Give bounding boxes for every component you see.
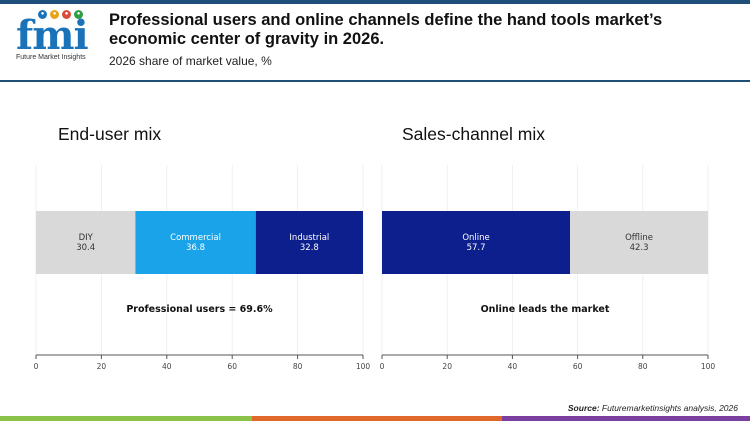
top-accent-bar bbox=[0, 0, 750, 4]
bar-segment-diy bbox=[36, 211, 136, 274]
x-tick-label: 40 bbox=[162, 362, 172, 371]
source-note: Source: Futuremarketinsights analysis, 2… bbox=[568, 403, 738, 413]
x-tick-label: 60 bbox=[227, 362, 237, 371]
bar-segment-commercial bbox=[135, 211, 256, 274]
end-user-chart-title: End-user mix bbox=[58, 124, 162, 144]
logo-dot-icon: ● bbox=[38, 10, 47, 19]
segment-label-online: Online bbox=[462, 233, 489, 243]
bar-segment-online bbox=[382, 211, 571, 274]
logo-subtitle: Future Market Insights bbox=[16, 54, 86, 61]
page-title: Professional users and online channels d… bbox=[109, 11, 663, 48]
segment-label-offline: Offline bbox=[625, 233, 653, 243]
segment-value-online: 57.7 bbox=[467, 243, 486, 253]
footer-bar-green bbox=[0, 416, 252, 421]
footer-bar-purple bbox=[502, 416, 750, 421]
segment-label-commercial: Commercial bbox=[170, 233, 221, 243]
fmi-logo: ● ● ● ● fmi Future Market Insights bbox=[14, 10, 98, 66]
source-text: Futuremarketinsights analysis, 2026 bbox=[601, 403, 738, 413]
footer-bar-orange bbox=[252, 416, 502, 421]
x-tick-label: 40 bbox=[508, 362, 518, 371]
logo-dot-icon: ● bbox=[62, 10, 71, 19]
x-tick-label: 100 bbox=[701, 362, 716, 371]
logo-dot-icon: ● bbox=[74, 10, 83, 19]
x-tick-label: 80 bbox=[638, 362, 648, 371]
segment-value-commercial: 36.8 bbox=[186, 243, 205, 253]
chart-annotation: Online leads the market bbox=[481, 304, 610, 315]
segment-label-diy: DIY bbox=[79, 233, 94, 243]
logo-dot-icon: ● bbox=[50, 10, 59, 19]
segment-value-offline: 42.3 bbox=[630, 243, 649, 253]
logo-wordmark: fmi bbox=[16, 12, 89, 59]
x-tick-label: 20 bbox=[442, 362, 452, 371]
sales-channel-chart-title: Sales-channel mix bbox=[402, 124, 545, 144]
x-tick-label: 20 bbox=[97, 362, 107, 371]
segment-value-industrial: 32.8 bbox=[300, 243, 319, 253]
x-tick-label: 100 bbox=[356, 362, 371, 371]
bar-segment-offline bbox=[570, 211, 708, 274]
source-label: Source: bbox=[567, 403, 600, 413]
x-tick-label: 60 bbox=[573, 362, 583, 371]
page-subtitle: 2026 share of market value, % bbox=[109, 54, 272, 68]
bar-segment-industrial bbox=[255, 211, 363, 274]
chart-annotation: Professional users = 69.6% bbox=[126, 304, 273, 315]
x-tick-label: 80 bbox=[293, 362, 303, 371]
header-divider bbox=[0, 80, 750, 82]
segment-value-diy: 30.4 bbox=[76, 243, 95, 253]
x-tick-label: 0 bbox=[380, 362, 385, 371]
segment-label-industrial: Industrial bbox=[289, 233, 329, 243]
x-tick-label: 0 bbox=[34, 362, 39, 371]
